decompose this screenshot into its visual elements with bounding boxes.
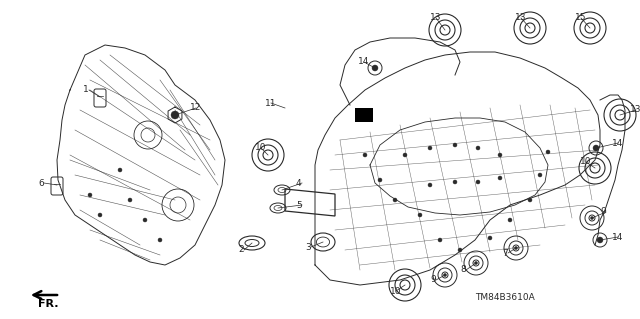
Circle shape (593, 145, 599, 151)
Circle shape (403, 153, 407, 157)
Circle shape (438, 238, 442, 242)
Circle shape (453, 180, 457, 184)
Circle shape (498, 176, 502, 180)
Text: 6: 6 (38, 179, 44, 188)
Text: 2: 2 (238, 246, 244, 255)
Text: 12: 12 (190, 103, 202, 113)
Circle shape (393, 198, 397, 202)
Text: 1: 1 (83, 85, 89, 94)
Circle shape (418, 213, 422, 217)
Circle shape (363, 153, 367, 157)
Circle shape (498, 153, 502, 157)
Circle shape (98, 213, 102, 217)
Text: 14: 14 (612, 233, 623, 241)
Text: 7: 7 (502, 249, 508, 257)
Circle shape (546, 150, 550, 154)
Circle shape (372, 65, 378, 71)
Circle shape (474, 262, 477, 264)
Text: 3: 3 (305, 242, 311, 251)
Text: 14: 14 (358, 57, 369, 66)
Circle shape (453, 143, 457, 147)
Text: 14: 14 (612, 138, 623, 147)
Circle shape (143, 218, 147, 222)
Circle shape (508, 218, 512, 222)
Text: FR.: FR. (38, 299, 58, 309)
Circle shape (597, 237, 603, 243)
Circle shape (428, 146, 432, 150)
Text: 9: 9 (600, 207, 605, 217)
Text: 5: 5 (296, 201, 301, 210)
Circle shape (128, 198, 132, 202)
Circle shape (488, 236, 492, 240)
Text: 15: 15 (575, 13, 586, 23)
Circle shape (171, 111, 179, 119)
Circle shape (515, 247, 518, 249)
Circle shape (444, 273, 447, 277)
Circle shape (591, 217, 593, 219)
Text: 10: 10 (255, 144, 266, 152)
Circle shape (118, 168, 122, 172)
Text: 9: 9 (430, 276, 436, 285)
Circle shape (458, 248, 462, 252)
FancyBboxPatch shape (355, 108, 373, 122)
Text: 10: 10 (390, 286, 401, 295)
Text: 8: 8 (460, 265, 466, 275)
Text: 10: 10 (580, 158, 591, 167)
Text: TM84B3610A: TM84B3610A (475, 293, 535, 302)
Circle shape (538, 173, 542, 177)
Circle shape (158, 238, 162, 242)
Circle shape (88, 193, 92, 197)
Circle shape (528, 198, 532, 202)
Text: 11: 11 (265, 99, 276, 108)
Text: 13: 13 (515, 13, 527, 23)
Circle shape (378, 178, 382, 182)
Text: 13: 13 (430, 13, 442, 23)
Circle shape (428, 183, 432, 187)
Text: 4: 4 (296, 179, 301, 188)
Circle shape (476, 180, 480, 184)
Circle shape (476, 146, 480, 150)
Text: 13: 13 (630, 106, 640, 115)
